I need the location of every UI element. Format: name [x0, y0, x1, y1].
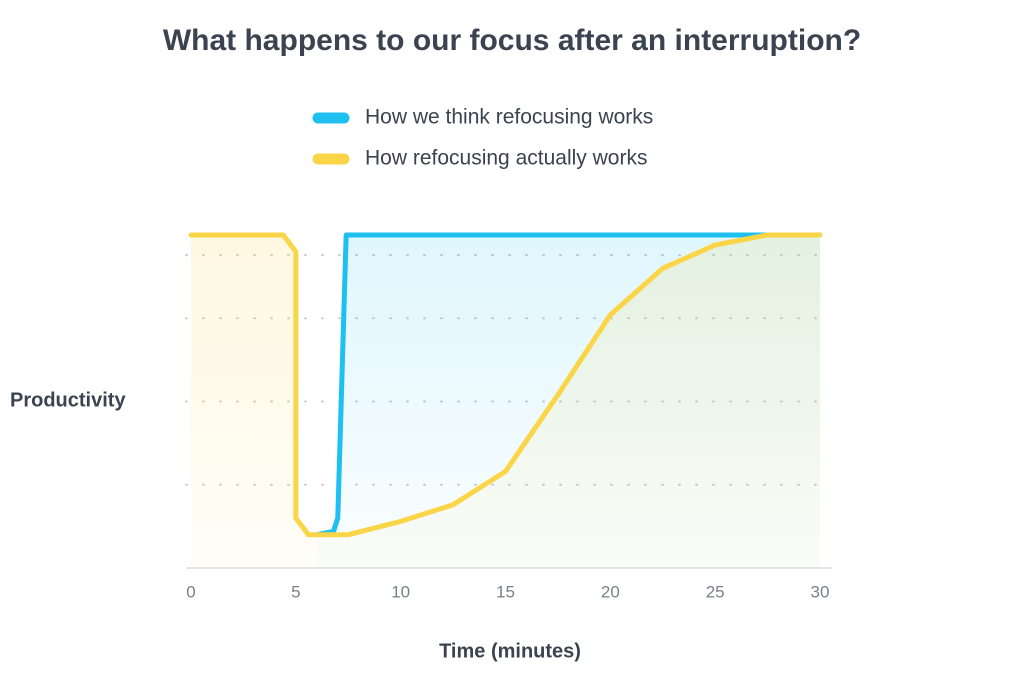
line: [188, 232, 823, 538]
chart-title: What happens to our focus after an inter…: [163, 24, 861, 57]
legend-label: How refocusing actually works: [365, 147, 647, 170]
x-tick-label: 20: [601, 582, 620, 601]
x-tick-label: 5: [291, 582, 300, 601]
x-axis-label: Time (minutes): [439, 640, 581, 662]
x-tick-label: 30: [811, 582, 830, 601]
x-tick-label: 25: [706, 582, 725, 601]
x-tick-label: 15: [496, 582, 515, 601]
x-tick-label: 10: [391, 582, 410, 601]
y-axis-label: Productivity: [10, 389, 126, 411]
area: [191, 235, 820, 568]
legend-label: How we think refocusing works: [365, 106, 653, 129]
x-tick-label: 0: [186, 582, 195, 601]
